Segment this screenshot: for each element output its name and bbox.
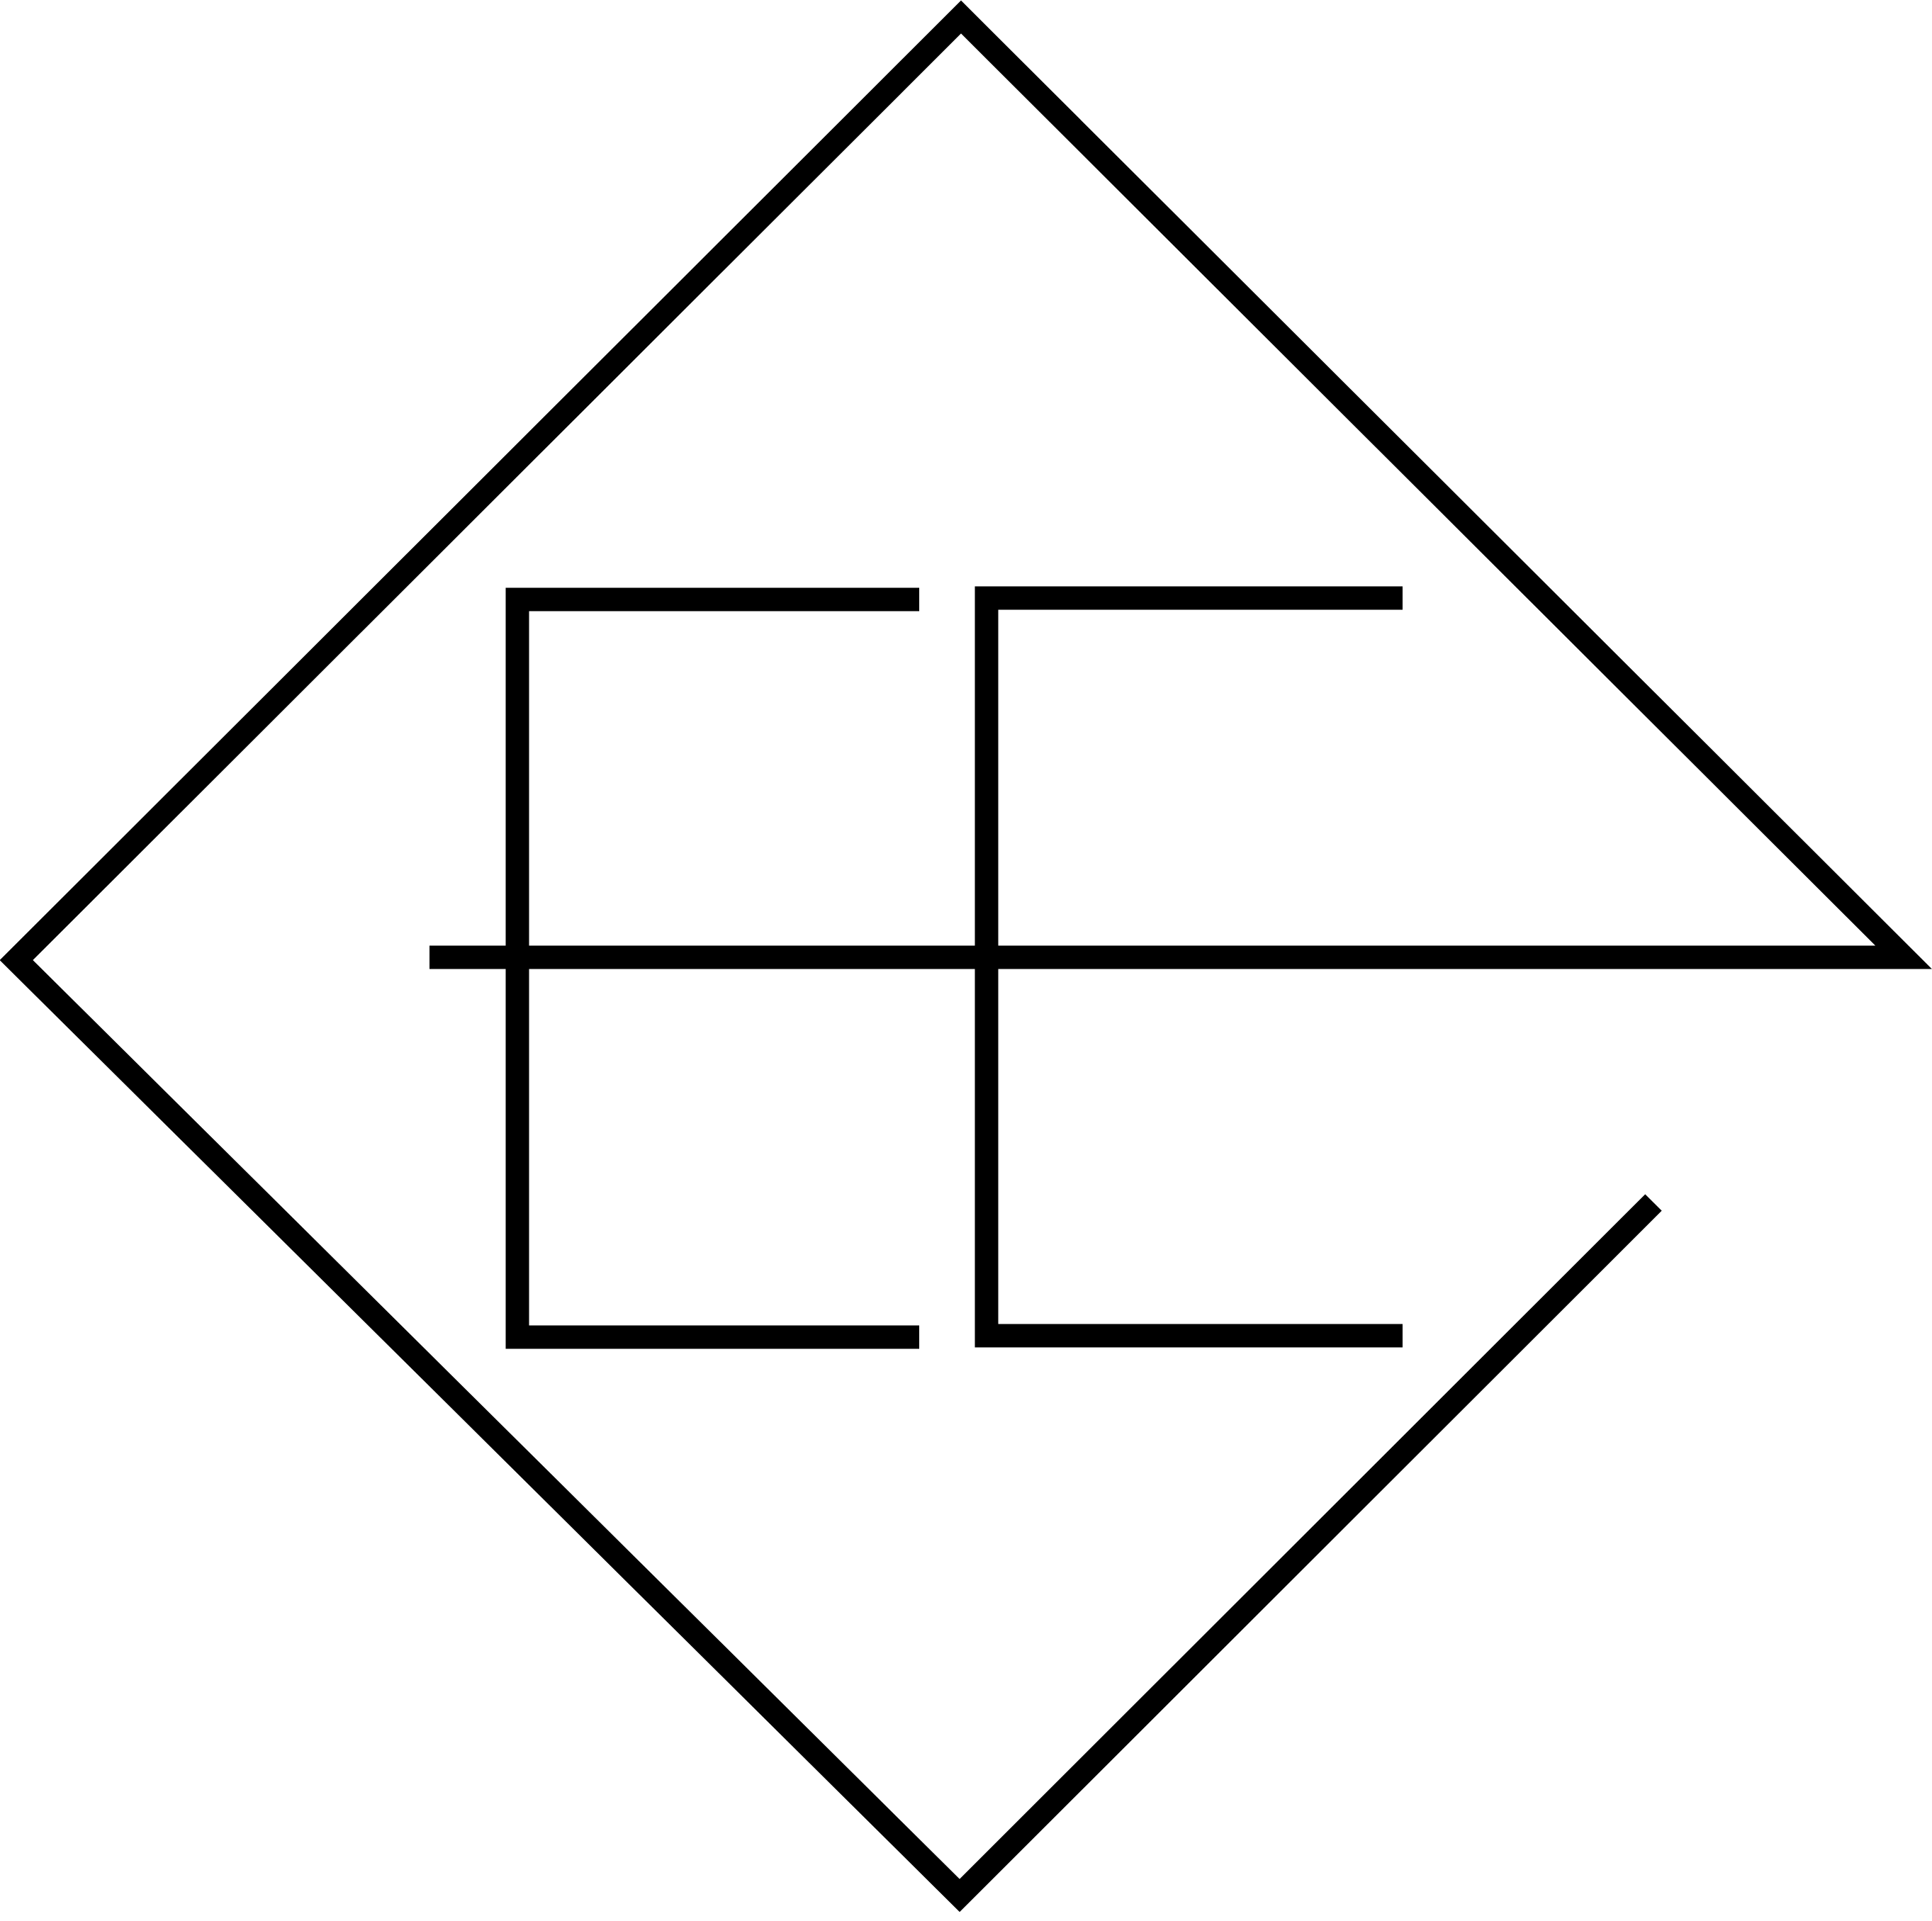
letter-e-right xyxy=(975,586,1403,1348)
letter-e-left xyxy=(505,587,919,1349)
